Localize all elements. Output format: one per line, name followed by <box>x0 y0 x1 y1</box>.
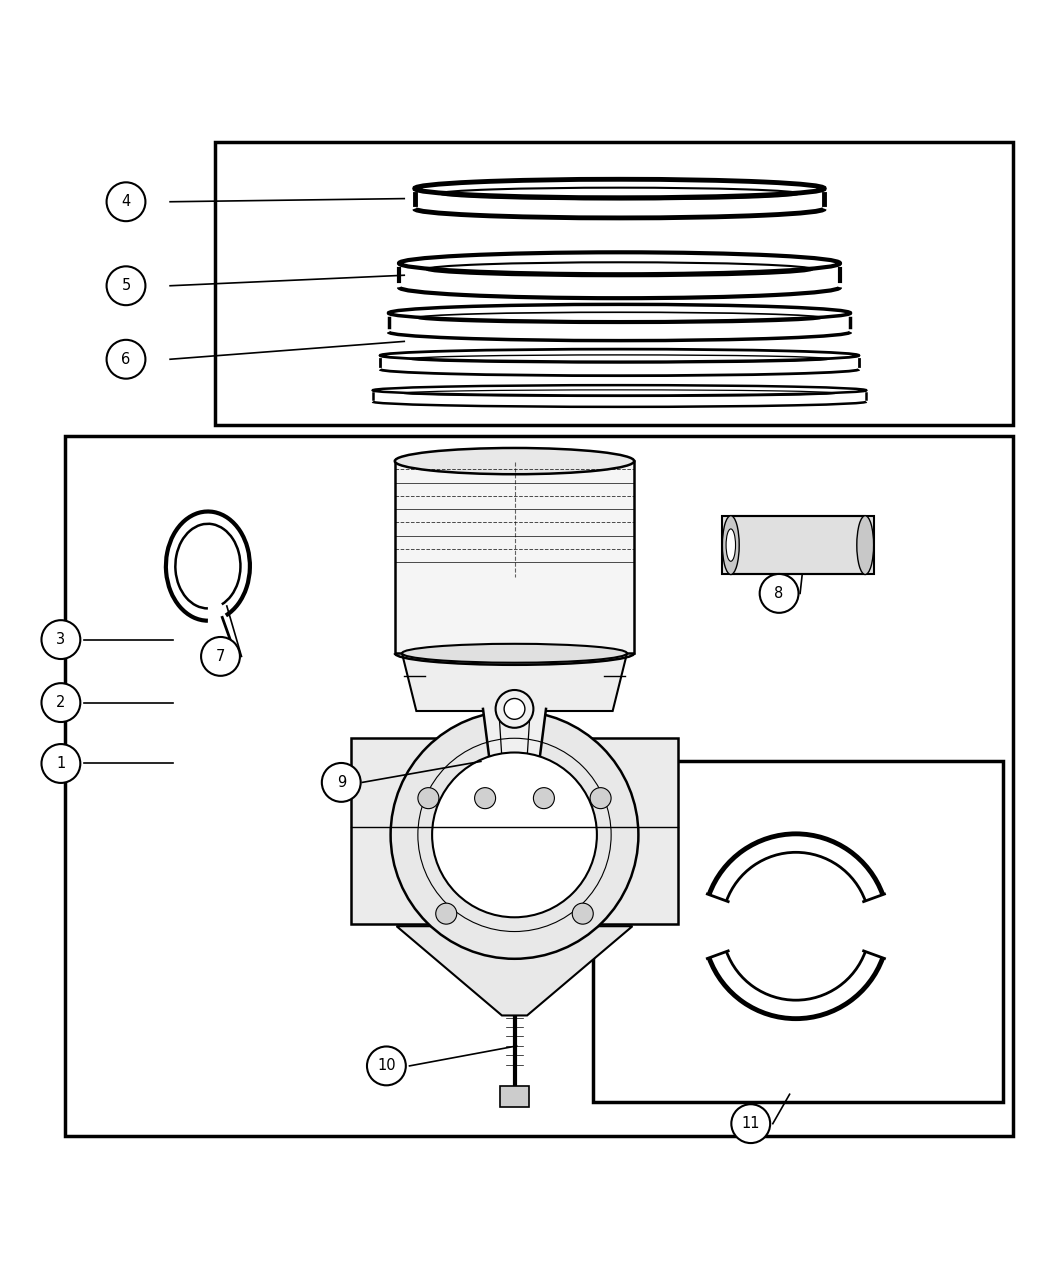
Text: 5: 5 <box>122 278 130 293</box>
Circle shape <box>760 574 799 613</box>
Text: 3: 3 <box>57 632 65 648</box>
Circle shape <box>42 745 80 783</box>
Polygon shape <box>402 653 627 711</box>
Circle shape <box>107 340 145 379</box>
Bar <box>65 436 1013 1136</box>
Text: 6: 6 <box>122 352 130 367</box>
Circle shape <box>107 266 145 305</box>
Circle shape <box>731 1104 770 1144</box>
Circle shape <box>418 788 439 808</box>
Circle shape <box>107 182 145 221</box>
Ellipse shape <box>857 515 874 575</box>
Text: 11: 11 <box>741 1116 760 1131</box>
Bar <box>593 761 1003 1102</box>
Ellipse shape <box>402 644 627 663</box>
Bar <box>351 738 678 924</box>
Ellipse shape <box>395 448 634 474</box>
Bar <box>500 1086 529 1107</box>
Circle shape <box>42 620 80 659</box>
Text: 4: 4 <box>122 194 130 209</box>
Circle shape <box>42 683 80 722</box>
Polygon shape <box>397 926 632 1015</box>
Circle shape <box>436 903 457 924</box>
Circle shape <box>391 711 638 959</box>
Text: 10: 10 <box>377 1058 396 1074</box>
Text: 1: 1 <box>57 756 65 771</box>
Circle shape <box>433 752 596 917</box>
Circle shape <box>201 638 239 676</box>
Circle shape <box>321 762 361 802</box>
Circle shape <box>590 788 611 808</box>
Text: 2: 2 <box>57 695 65 710</box>
Circle shape <box>504 699 525 719</box>
Circle shape <box>496 690 533 728</box>
Text: 9: 9 <box>337 775 345 790</box>
Circle shape <box>475 788 496 808</box>
Bar <box>395 462 634 653</box>
Text: 7: 7 <box>216 649 225 664</box>
Text: 8: 8 <box>775 586 783 601</box>
Circle shape <box>572 903 593 924</box>
Circle shape <box>368 1047 405 1085</box>
Ellipse shape <box>722 515 739 575</box>
Polygon shape <box>483 709 546 831</box>
Bar <box>215 142 1013 426</box>
Ellipse shape <box>726 529 736 561</box>
Bar <box>722 515 874 575</box>
Circle shape <box>533 788 554 808</box>
